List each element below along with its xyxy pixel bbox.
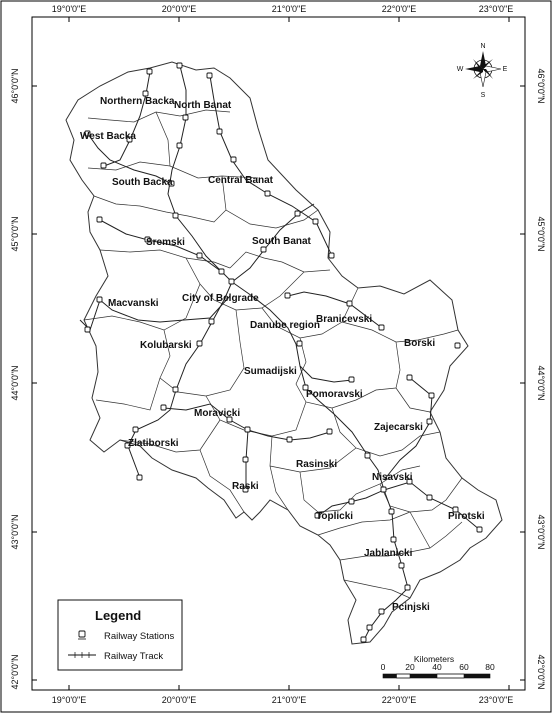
scale-unit: Kilometers bbox=[414, 654, 454, 664]
region-label: Jablanicki bbox=[364, 548, 413, 559]
longitude-axis-top: 19°0'0"E 20°0'0"E 21°0'0"E 22°0'0"E 23°0… bbox=[52, 4, 514, 22]
region-label: Rasinski bbox=[296, 459, 337, 470]
region-label: Moravicki bbox=[194, 408, 240, 419]
latitude-axis-left: 46°0'0"N 45°0'0"N 44°0'0"N 43°0'0"N 42°0… bbox=[10, 68, 37, 690]
lon-tick-label: 20°0'0"E bbox=[162, 695, 197, 705]
region-label: Sumadijski bbox=[244, 366, 297, 377]
region-label: Pcinjski bbox=[392, 602, 430, 613]
legend-track-label: Railway Track bbox=[104, 651, 163, 662]
lat-tick-label: 42°0'0"N bbox=[536, 654, 546, 689]
region-label: Pirotski bbox=[448, 511, 485, 522]
lon-tick-label: 20°0'0"E bbox=[162, 4, 197, 14]
lat-tick-label: 44°0'0"N bbox=[10, 365, 20, 400]
region-label: North Banat bbox=[174, 100, 232, 111]
lon-tick-label: 23°0'0"E bbox=[479, 4, 514, 14]
scale-tick-label: 40 bbox=[432, 662, 442, 672]
region-label: Sremski bbox=[146, 237, 185, 248]
legend: Legend Railway Stations Railway Track bbox=[57, 599, 183, 671]
lon-tick-label: 21°0'0"E bbox=[272, 4, 307, 14]
region-label: Macvanski bbox=[108, 298, 159, 309]
lon-tick-label: 19°0'0"E bbox=[52, 695, 87, 705]
longitude-axis-bottom: 19°0'0"E 20°0'0"E 21°0'0"E 22°0'0"E 23°0… bbox=[52, 685, 514, 705]
scale-bar: Kilometers 0 20 40 60 80 bbox=[381, 654, 495, 679]
scale-tick-label: 80 bbox=[485, 662, 495, 672]
lat-tick-label: 45°0'0"N bbox=[10, 216, 20, 251]
region-label: Branicevski bbox=[316, 314, 372, 325]
compass-s: S bbox=[481, 92, 486, 99]
region-label: South Banat bbox=[252, 236, 312, 247]
scale-tick-label: 60 bbox=[459, 662, 469, 672]
region-label: Central Banat bbox=[208, 175, 274, 186]
lat-tick-label: 46°0'0"N bbox=[10, 68, 20, 103]
region-label: South Backa bbox=[112, 177, 173, 188]
railway-track-icon bbox=[68, 652, 96, 658]
region-label: Danube region bbox=[250, 320, 320, 331]
region-label: Zajecarski bbox=[374, 422, 423, 433]
scale-tick-label: 0 bbox=[381, 662, 386, 672]
railway-station-icon bbox=[78, 630, 86, 640]
legend-stations-label: Railway Stations bbox=[104, 631, 174, 642]
region-labels: Northern Backa North Banat West Backa So… bbox=[80, 96, 485, 613]
region-label: Kolubarski bbox=[140, 340, 192, 351]
compass-n: N bbox=[480, 43, 485, 50]
compass-icon: N S E W bbox=[457, 43, 508, 99]
region-label: West Backa bbox=[80, 131, 136, 142]
railway-stations bbox=[84, 62, 483, 643]
region-label: City of Belgrade bbox=[182, 293, 259, 304]
region-label: Zlatiborski bbox=[128, 438, 179, 449]
latitude-axis-right: 46°0'0"N 45°0'0"N 44°0'0"N 43°0'0"N 42°0… bbox=[520, 68, 546, 690]
lon-tick-label: 23°0'0"E bbox=[479, 695, 514, 705]
map-frame bbox=[31, 16, 526, 691]
lon-tick-label: 22°0'0"E bbox=[382, 695, 417, 705]
region-label: Nisavski bbox=[372, 472, 413, 483]
scale-tick-label: 20 bbox=[405, 662, 415, 672]
lon-tick-label: 21°0'0"E bbox=[272, 695, 307, 705]
lon-tick-label: 19°0'0"E bbox=[52, 4, 87, 14]
district-boundaries bbox=[83, 109, 463, 599]
region-label: Pomoravski bbox=[306, 389, 363, 400]
compass-w: W bbox=[457, 66, 464, 73]
compass-e: E bbox=[503, 66, 508, 73]
region-label: Raski bbox=[232, 481, 259, 492]
region-label: Northern Backa bbox=[100, 96, 175, 107]
lat-tick-label: 45°0'0"N bbox=[536, 216, 546, 251]
legend-title: Legend bbox=[95, 608, 141, 623]
lat-tick-label: 43°0'0"N bbox=[536, 514, 546, 549]
region-label: Borski bbox=[404, 338, 435, 349]
country-outline bbox=[65, 61, 503, 645]
lon-tick-label: 22°0'0"E bbox=[382, 4, 417, 14]
region-label: Toplicki bbox=[316, 511, 353, 522]
lat-tick-label: 44°0'0"N bbox=[536, 365, 546, 400]
lat-tick-label: 46°0'0"N bbox=[536, 68, 546, 103]
lat-tick-label: 42°0'0"N bbox=[10, 654, 20, 689]
lat-tick-label: 43°0'0"N bbox=[10, 514, 20, 549]
